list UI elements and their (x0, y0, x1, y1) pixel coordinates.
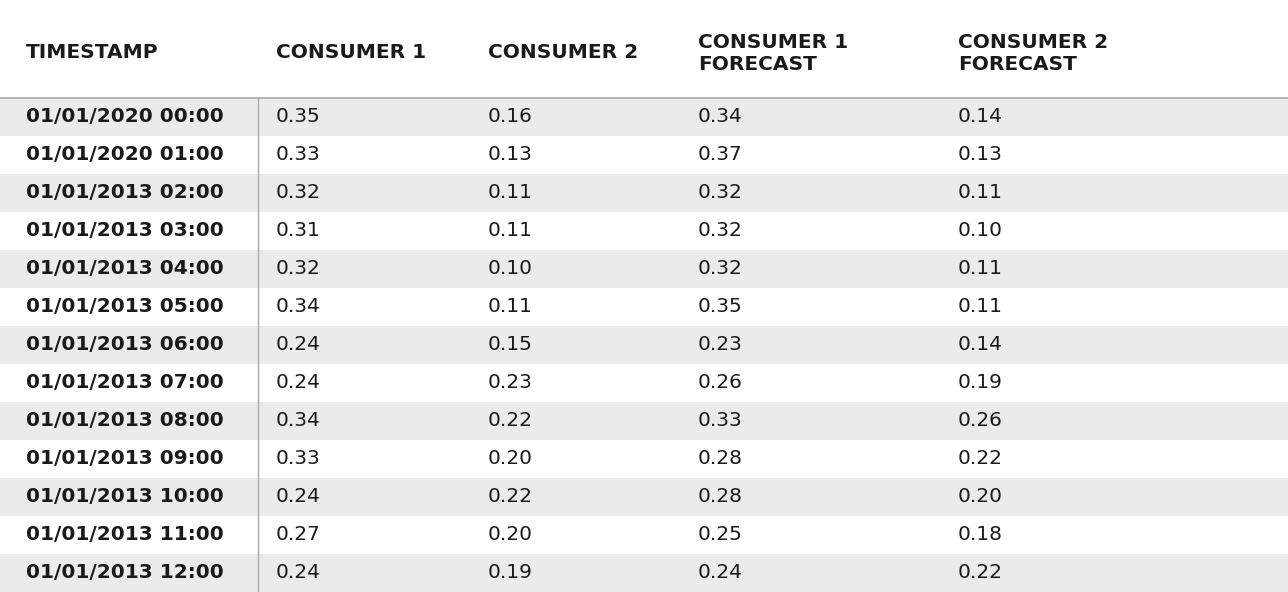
Text: 0.25: 0.25 (698, 526, 743, 545)
Text: 0.23: 0.23 (488, 374, 533, 392)
Text: 0.32: 0.32 (698, 184, 743, 202)
Text: 0.19: 0.19 (958, 374, 1003, 392)
Text: 0.15: 0.15 (488, 336, 533, 355)
Bar (0, 554, 1288, 592)
Text: 0.22: 0.22 (488, 487, 533, 507)
Text: 0.22: 0.22 (488, 411, 533, 430)
Text: 0.34: 0.34 (698, 108, 743, 127)
Text: 0.14: 0.14 (958, 108, 1003, 127)
Text: 0.11: 0.11 (958, 298, 1003, 317)
Text: CONSUMER 2
FORECAST: CONSUMER 2 FORECAST (958, 33, 1108, 73)
Text: 0.22: 0.22 (958, 564, 1003, 583)
Text: 01/01/2013 05:00: 01/01/2013 05:00 (26, 298, 224, 317)
Text: CONSUMER 1
FORECAST: CONSUMER 1 FORECAST (698, 33, 848, 73)
Text: 0.32: 0.32 (276, 259, 321, 278)
Text: 0.10: 0.10 (958, 221, 1003, 240)
Text: 0.10: 0.10 (488, 259, 533, 278)
Text: 01/01/2013 04:00: 01/01/2013 04:00 (26, 259, 224, 278)
Text: CONSUMER 2: CONSUMER 2 (488, 43, 638, 63)
Text: 0.27: 0.27 (276, 526, 321, 545)
Text: 0.32: 0.32 (698, 221, 743, 240)
Bar (0, 288, 1288, 326)
Text: 01/01/2013 08:00: 01/01/2013 08:00 (26, 411, 224, 430)
Text: 0.18: 0.18 (958, 526, 1003, 545)
Text: 0.32: 0.32 (276, 184, 321, 202)
Text: 0.26: 0.26 (698, 374, 743, 392)
Text: 0.22: 0.22 (958, 449, 1003, 468)
Text: 0.11: 0.11 (488, 221, 533, 240)
Text: 0.13: 0.13 (488, 146, 533, 165)
Text: 0.33: 0.33 (276, 449, 321, 468)
Bar (0, 250, 1288, 288)
Text: 0.24: 0.24 (276, 564, 321, 583)
Bar (0, 8, 1288, 98)
Bar (0, 364, 1288, 402)
Text: 01/01/2013 12:00: 01/01/2013 12:00 (26, 564, 224, 583)
Bar (0, 212, 1288, 250)
Text: 0.19: 0.19 (488, 564, 533, 583)
Text: 0.28: 0.28 (698, 487, 743, 507)
Text: 0.24: 0.24 (698, 564, 743, 583)
Bar (0, 478, 1288, 516)
Text: 0.31: 0.31 (276, 221, 321, 240)
Text: 0.14: 0.14 (958, 336, 1003, 355)
Text: 01/01/2013 03:00: 01/01/2013 03:00 (26, 221, 224, 240)
Text: 01/01/2013 11:00: 01/01/2013 11:00 (26, 526, 224, 545)
Bar (0, 174, 1288, 212)
Text: 0.20: 0.20 (958, 487, 1003, 507)
Text: 0.24: 0.24 (276, 487, 321, 507)
Text: 0.11: 0.11 (958, 259, 1003, 278)
Text: 01/01/2020 00:00: 01/01/2020 00:00 (26, 108, 224, 127)
Text: CONSUMER 1: CONSUMER 1 (276, 43, 426, 63)
Bar (0, 516, 1288, 554)
Text: 0.13: 0.13 (958, 146, 1003, 165)
Bar (0, 326, 1288, 364)
Text: 0.34: 0.34 (276, 411, 321, 430)
Text: TIMESTAMP: TIMESTAMP (26, 43, 158, 63)
Text: 01/01/2013 06:00: 01/01/2013 06:00 (26, 336, 224, 355)
Text: 0.16: 0.16 (488, 108, 533, 127)
Text: 0.33: 0.33 (698, 411, 743, 430)
Text: 0.37: 0.37 (698, 146, 743, 165)
Text: 01/01/2013 09:00: 01/01/2013 09:00 (26, 449, 224, 468)
Text: 01/01/2013 10:00: 01/01/2013 10:00 (26, 487, 224, 507)
Text: 0.35: 0.35 (698, 298, 743, 317)
Text: 0.33: 0.33 (276, 146, 321, 165)
Text: 0.35: 0.35 (276, 108, 321, 127)
Text: 0.11: 0.11 (488, 184, 533, 202)
Bar (0, 440, 1288, 478)
Bar (0, 98, 1288, 136)
Text: 0.20: 0.20 (488, 449, 533, 468)
Text: 0.20: 0.20 (488, 526, 533, 545)
Bar (0, 402, 1288, 440)
Text: 0.11: 0.11 (488, 298, 533, 317)
Text: 0.26: 0.26 (958, 411, 1003, 430)
Text: 0.24: 0.24 (276, 336, 321, 355)
Bar (0, 136, 1288, 174)
Text: 01/01/2013 07:00: 01/01/2013 07:00 (26, 374, 224, 392)
Text: 0.32: 0.32 (698, 259, 743, 278)
Text: 0.34: 0.34 (276, 298, 321, 317)
Text: 01/01/2020 01:00: 01/01/2020 01:00 (26, 146, 224, 165)
Text: 0.28: 0.28 (698, 449, 743, 468)
Text: 01/01/2013 02:00: 01/01/2013 02:00 (26, 184, 224, 202)
Text: 0.11: 0.11 (958, 184, 1003, 202)
Text: 0.24: 0.24 (276, 374, 321, 392)
Text: 0.23: 0.23 (698, 336, 743, 355)
